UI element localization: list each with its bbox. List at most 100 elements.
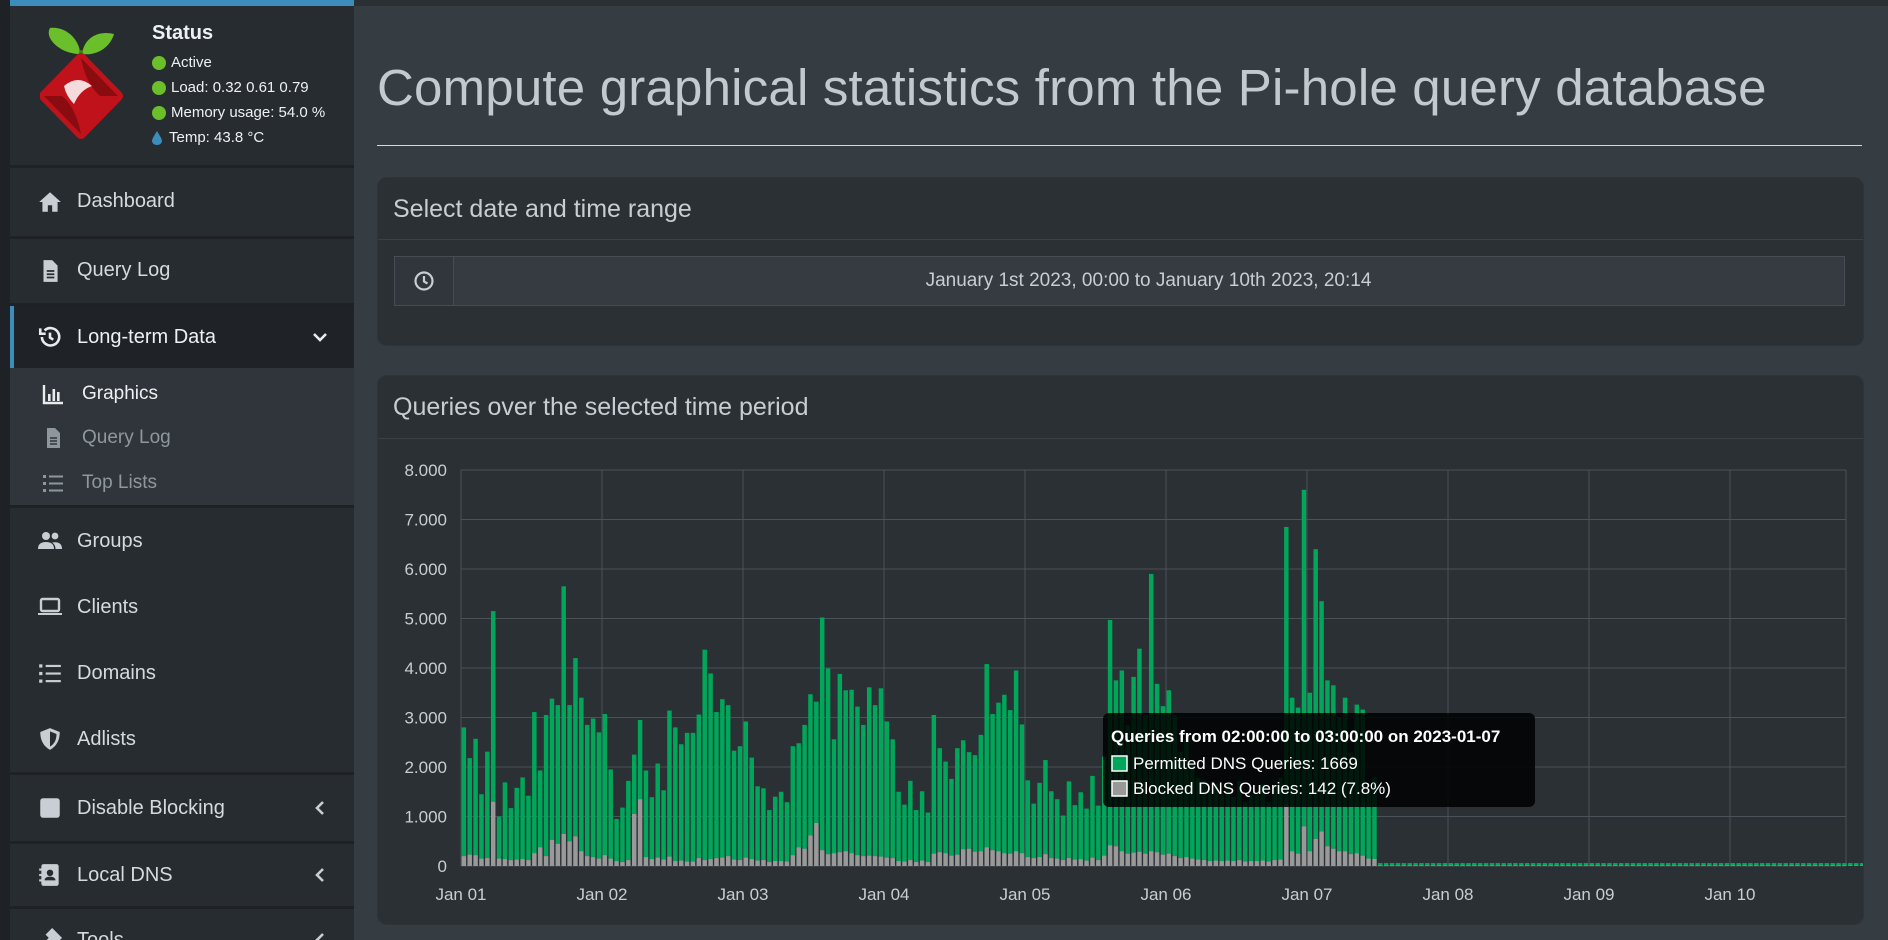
sidebar-item-groups[interactable]: Groups [10,508,354,574]
blocked-bar [1090,857,1095,866]
blocked-bar [567,841,572,866]
blocked-bar [537,847,543,866]
blocked-bar [1107,845,1113,866]
permitted-bar [772,796,778,862]
date-range-picker[interactable]: January 1st 2023, 00:00 to January 10th … [394,256,1845,306]
permitted-bar [579,697,584,852]
permitted-bar [1818,863,1824,866]
blocked-bar [620,862,625,866]
blocked-bar [1325,846,1330,866]
y-tick-label: 0 [438,857,447,876]
permitted-bar [731,750,737,860]
blocked-bar [614,861,619,866]
permitted-bar [673,727,678,862]
sidebar-item-label: Disable Blocking [77,796,225,819]
sidebar-separator [10,303,354,306]
blocked-bar [637,799,643,866]
sidebar-item-label: Adlists [77,727,136,750]
queries-box: Queries over the selected time period 0 1… [377,375,1864,925]
permitted-bar [526,795,531,861]
sidebar-item-long-term-data[interactable]: Long-term Data [10,306,354,368]
permitted-bar [1712,863,1718,866]
sidebar-item-local-dns[interactable]: Local DNS [10,844,354,906]
permitted-bar [637,719,643,800]
active-indicator-bar [10,306,14,368]
queries-chart[interactable]: 0 1.000 2.000 3.000 4.000 5.000 6.000 7.000 8.00… [378,376,1863,924]
blocked-bar [1307,851,1313,866]
permitted-bar [808,694,813,836]
sidebar-item-dashboard[interactable]: Dashboard [10,169,354,234]
blocked-bar [526,860,531,866]
blocked-bar [1143,853,1148,866]
permitted-bar [902,804,907,862]
shield-icon [40,728,60,750]
blocked-bar [725,856,731,866]
blocked-bar [1137,851,1142,866]
permitted-bar [1278,777,1283,860]
permitted-bar [1853,863,1859,866]
blocked-bar [1172,856,1177,866]
blocked-bar [1354,853,1360,866]
permitted-bar [972,755,978,852]
permitted-bar [1401,863,1407,866]
blocked-bar [890,858,895,866]
sidebar-item-disable-blocking[interactable]: Disable Blocking [10,775,354,841]
permitted-bar [1037,782,1042,858]
permitted-bar [561,586,566,834]
x-tick-label: Jan 04 [858,885,909,904]
permitted-bar [960,740,966,850]
permitted-bar [1466,863,1471,866]
blocked-bar [996,851,1001,866]
users-icon [38,532,62,549]
date-range-input[interactable]: January 1st 2023, 00:00 to January 10th … [925,270,1372,291]
blocked-bar [1301,826,1307,866]
pihole-logo[interactable] [40,24,132,146]
blocked-bar [1190,858,1195,866]
permitted-bar [596,732,602,859]
blocked-bar [678,860,684,866]
sidebar-item-clients[interactable]: Clients [10,574,354,640]
sidebar-item-tools[interactable]: Tools [10,909,354,940]
permitted-bar [1724,863,1730,866]
permitted-bar [1765,863,1771,866]
sidebar-item-label: Domains [77,661,156,684]
permitted-bar [796,743,801,848]
blocked-bar [1225,860,1230,866]
permitted-bar [479,794,484,859]
blocked-bar [731,859,737,866]
permitted-bar [514,787,519,860]
history-icon [38,326,61,347]
blocked-bar [1002,853,1007,866]
blocked-bar [690,861,696,866]
blocked-bar [684,861,690,866]
permitted-bar [1683,863,1689,866]
x-tick-label: Jan 01 [435,885,486,904]
blocked-bar [1342,851,1348,866]
permitted-bar [955,748,960,855]
permitted-bar [1607,863,1612,866]
blocked-bar [767,862,772,866]
active-indicator-icon [152,55,166,70]
blocked-bar [949,855,954,866]
permitted-bar [1272,785,1277,861]
permitted-bar [461,727,467,857]
submenu-item-query-log[interactable]: Query Log [10,420,354,456]
sidebar-item-adlists[interactable]: Adlists [10,706,354,772]
blocked-bar [1013,851,1019,866]
sidebar-item-query-log[interactable]: Query Log [10,240,354,301]
permitted-bar [1489,863,1495,866]
submenu-item-graphics[interactable]: Graphics [10,376,354,412]
blocked-bar [467,854,472,866]
blocked-bar [1031,858,1036,866]
submenu-item-top-lists[interactable]: Top Lists [10,465,354,501]
permitted-bar [690,732,696,862]
blocked-bar [626,860,631,866]
blocked-bar [755,860,760,866]
sidebar-item-domains[interactable]: Domains [10,640,354,706]
blocked-bar [849,853,854,866]
sidebar-item-label: Dashboard [77,190,175,212]
permitted-bar [1689,863,1694,866]
permitted-bar [590,718,596,858]
blocked-bar [749,859,754,866]
chevron-left-icon [315,868,324,882]
